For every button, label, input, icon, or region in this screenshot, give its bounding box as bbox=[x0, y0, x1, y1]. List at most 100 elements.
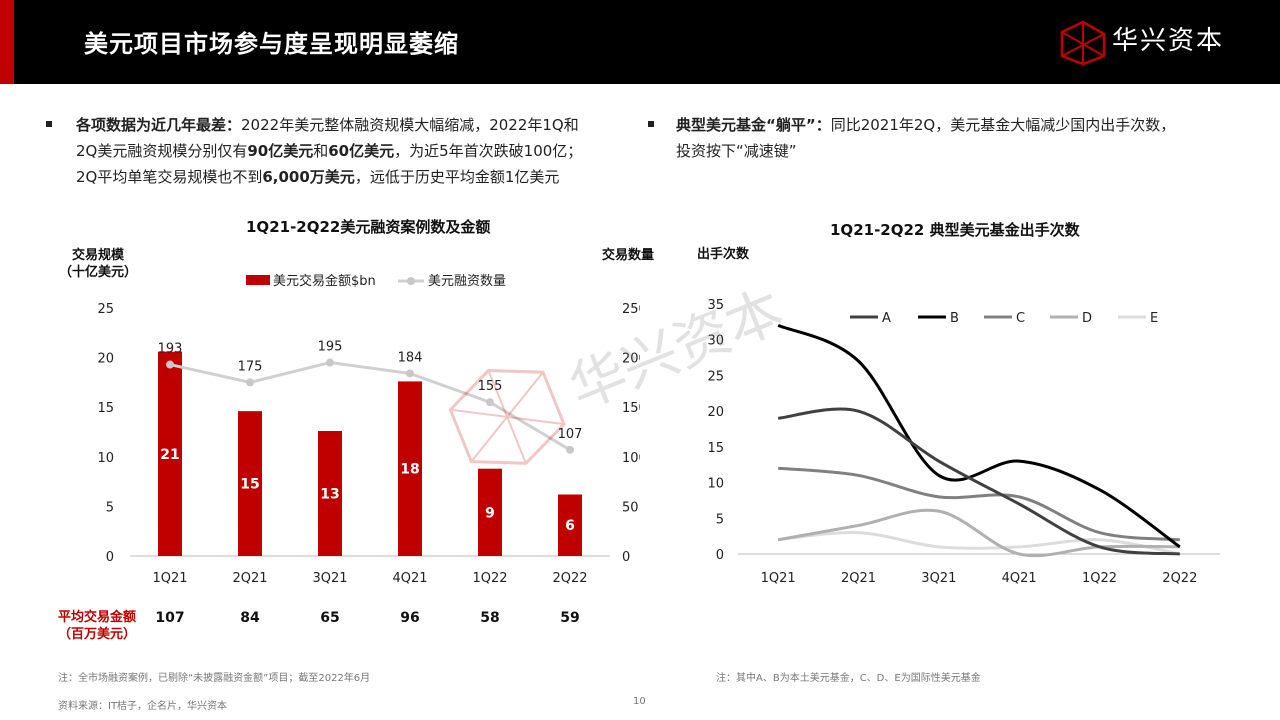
bullet-dot bbox=[648, 121, 654, 127]
y-tick-label: 0 bbox=[716, 548, 724, 563]
bullet-right-bold1: 典型美元基金“躺平”： bbox=[676, 116, 831, 134]
bar-value-label: 13 bbox=[320, 487, 339, 503]
left-chart-title: 1Q21-2Q22美元融资案例数及金额 bbox=[246, 218, 491, 236]
line-series-count bbox=[169, 361, 571, 452]
left-y-tick-label: 5 bbox=[106, 500, 114, 515]
legend-label-A: A bbox=[882, 311, 891, 326]
line-value-label: 184 bbox=[398, 350, 423, 365]
bar bbox=[238, 411, 262, 556]
bar-value-label: 21 bbox=[160, 447, 179, 463]
right-y-tick-label: 50 bbox=[622, 500, 639, 515]
bullet-left-line1: 各项数据为近几年最差：2022年美元整体融资规模大幅缩减，2022年1Q和 bbox=[76, 112, 636, 138]
left-y-tick-label: 15 bbox=[97, 401, 114, 416]
line-point bbox=[326, 358, 334, 367]
footnote-left-2: 资料来源：IT桔子，企名片，华兴资本 bbox=[58, 701, 228, 712]
y-tick-label: 35 bbox=[707, 298, 724, 313]
bar bbox=[558, 494, 582, 556]
x-tick-label: 2Q22 bbox=[1162, 571, 1197, 586]
left-y-axis-title: 交易规模 （十亿美元） bbox=[58, 247, 138, 281]
bullet-right-line2: 投资按下“减速键” bbox=[676, 138, 1236, 164]
avg-row-value: 107 bbox=[155, 610, 185, 626]
line-point bbox=[246, 378, 254, 387]
line-point bbox=[166, 360, 174, 369]
avg-row-label-line2: （百万美元） bbox=[57, 627, 136, 642]
bar bbox=[158, 351, 182, 556]
avg-row-value: 58 bbox=[480, 610, 500, 626]
bar-value-label: 9 bbox=[485, 505, 495, 521]
bullet-left-bold3: 60亿美元 bbox=[328, 142, 395, 160]
watermark: 华兴资本 bbox=[448, 278, 793, 465]
line-value-label: 155 bbox=[478, 379, 503, 394]
right-chart: 0 5 10 15 20 25 30 35 1Q21 2Q21 3Q21 4Q21 1Q22 2Q22 A B… bbox=[707, 298, 1220, 586]
right-y-tick-label: 250 bbox=[622, 302, 640, 317]
line-point bbox=[406, 369, 414, 378]
header-accent bbox=[0, 0, 14, 84]
bullet-left-line2: 2Q美元融资规模分别仅有90亿美元和60亿美元，为近5年首次跌破100亿； bbox=[76, 138, 636, 164]
bullet-left: 各项数据为近几年最差：2022年美元整体融资规模大幅缩减，2022年1Q和 2Q… bbox=[46, 112, 636, 190]
right-y-tick-label: 150 bbox=[622, 401, 640, 416]
watermark-text: 华兴资本 bbox=[560, 278, 792, 422]
x-tick-label: 1Q21 bbox=[152, 571, 187, 586]
bullet-dot bbox=[46, 121, 52, 127]
left-y-tick-label: 25 bbox=[97, 302, 114, 317]
legend-label-E: E bbox=[1150, 311, 1158, 326]
y-tick-label: 30 bbox=[707, 334, 724, 349]
bullet-right-line1: 典型美元基金“躺平”：同比2021年2Q，美元基金大幅减少国内出手次数， bbox=[676, 112, 1236, 138]
right-chart-title: 1Q21-2Q22 典型美元基金出手次数 bbox=[830, 221, 1080, 239]
bar-value-label: 6 bbox=[565, 518, 575, 534]
bullet-left-text3: 和 bbox=[313, 142, 329, 160]
y-tick-label: 25 bbox=[707, 369, 724, 384]
line-point bbox=[486, 398, 494, 407]
avg-row-label-line1: 平均交易金额 bbox=[57, 610, 136, 625]
line-value-label: 175 bbox=[238, 359, 263, 374]
avg-row-value: 84 bbox=[240, 610, 260, 626]
header-bar: 美元项目市场参与度呈现明显萎缩 华兴资本 bbox=[0, 0, 1280, 84]
bullet-left-bold2: 90亿美元 bbox=[247, 142, 314, 160]
left-chart: 0510152025050100150200250211Q21152Q21133… bbox=[97, 273, 640, 586]
bar-value-label: 18 bbox=[400, 462, 419, 478]
x-tick-label: 4Q21 bbox=[1002, 571, 1037, 586]
bullet-right-text2: 投资按下“减速键” bbox=[676, 142, 797, 160]
x-tick-label: 3Q21 bbox=[312, 571, 347, 586]
y-tick-label: 15 bbox=[707, 441, 724, 456]
logo-icon bbox=[1060, 20, 1106, 66]
x-tick-label: 2Q21 bbox=[841, 571, 876, 586]
bullet-right-text1: 同比2021年2Q，美元基金大幅减少国内出手次数， bbox=[830, 116, 1176, 134]
right-y-tick-label: 0 bbox=[622, 550, 630, 565]
legend-label-D: D bbox=[1082, 311, 1092, 326]
legend-label-bar: 美元交易金额$bn bbox=[273, 273, 376, 289]
x-tick-label: 2Q22 bbox=[552, 571, 587, 586]
right-y-tick-label: 200 bbox=[622, 352, 640, 367]
bar-value-label: 15 bbox=[240, 477, 259, 493]
avg-row-value: 65 bbox=[320, 610, 340, 626]
bar bbox=[318, 431, 342, 556]
line-point bbox=[566, 445, 574, 454]
left-y-axis-title-line1: 交易规模 bbox=[71, 248, 124, 263]
bullet-left-text1: 2022年美元整体融资规模大幅缩减，2022年1Q和 bbox=[241, 116, 579, 134]
line-series-E bbox=[778, 530, 1181, 556]
line-value-label: 195 bbox=[318, 340, 343, 355]
bar bbox=[478, 468, 502, 556]
legend-label-C: C bbox=[1016, 311, 1025, 326]
bullet-left-bold4: 6,000万美元 bbox=[262, 168, 355, 186]
footnote-left-1: 注：全市场融资案例，已剔除“未披露融资金额”项目；截至2022年6月 bbox=[58, 673, 371, 684]
bullet-left-text4: ，为近5年首次跌破100亿； bbox=[394, 142, 583, 160]
bullet-left-text5: 2Q平均单笔交易规模也不到 bbox=[76, 168, 263, 186]
avg-row-label: 平均交易金额 （百万美元） bbox=[42, 609, 152, 643]
bar bbox=[398, 381, 422, 556]
line-value-label: 107 bbox=[558, 427, 583, 442]
legend-swatch-point bbox=[407, 277, 415, 285]
bullet-left-text2: 2Q美元融资规模分别仅有 bbox=[76, 142, 248, 160]
avg-row-value: 96 bbox=[400, 610, 420, 626]
left-y-tick-label: 10 bbox=[97, 451, 114, 466]
right-y-axis-title: 交易数量 bbox=[601, 248, 654, 263]
brand-logo: 华兴资本 bbox=[1060, 18, 1230, 68]
legend-swatch-bar bbox=[246, 275, 270, 285]
page-title: 美元项目市场参与度呈现明显萎缩 bbox=[84, 30, 459, 58]
brand-name: 华兴资本 bbox=[1112, 26, 1225, 56]
x-tick-label: 3Q21 bbox=[921, 571, 956, 586]
right-y-tick-label: 100 bbox=[622, 451, 640, 466]
y-tick-label: 5 bbox=[716, 512, 724, 527]
right-chart-y-axis-title: 出手次数 bbox=[696, 247, 749, 262]
footnote-right: 注：其中A、B为本土美元基金，C、D、E为国际性美元基金 bbox=[716, 673, 981, 684]
